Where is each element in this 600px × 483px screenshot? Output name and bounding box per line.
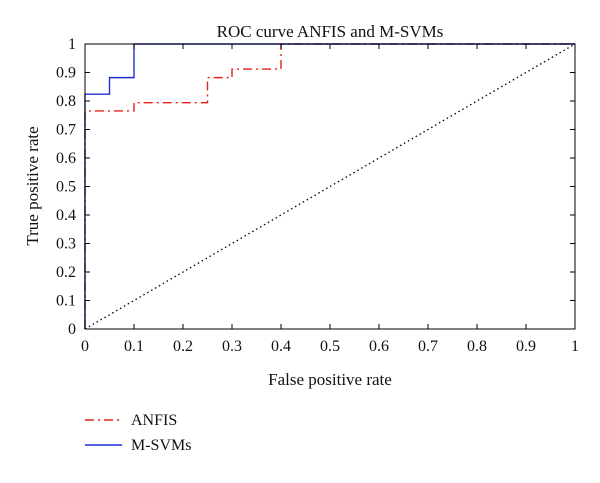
x-tick-label: 0.2 — [173, 338, 193, 355]
x-tick-label: 0.8 — [467, 338, 487, 355]
x-tick-label: 0.6 — [369, 338, 389, 355]
x-tick-label: 0 — [81, 338, 89, 355]
x-tick-label: 0.5 — [320, 338, 340, 355]
y-tick-label: 0.5 — [56, 179, 76, 196]
y-tick-label: 0 — [68, 321, 76, 338]
x-tick-label: 0.3 — [222, 338, 242, 355]
tick-layer: 0 0.1 0.2 0.3 0.4 0.5 0.6 0.7 0.8 0.9 1 0 0.1 0.2 0.3 0… — [56, 36, 579, 355]
chart-title: ROC curve ANFIS and M-SVMs — [217, 22, 444, 41]
x-tick-label: 1 — [571, 338, 579, 355]
y-tick-label: 0.3 — [56, 236, 76, 253]
y-tick-label: 0.1 — [56, 293, 76, 310]
y-tick-label: 0.7 — [56, 122, 76, 139]
x-axis-label: False positive rate — [268, 370, 392, 389]
series-layer — [84, 43, 576, 330]
x-tick-label: 0.1 — [124, 338, 144, 355]
x-tick-label: 0.7 — [418, 338, 438, 355]
series-line-reference-diagonal — [84, 43, 576, 330]
y-tick-label: 0.4 — [56, 207, 76, 224]
y-tick-label: 0.2 — [56, 264, 76, 281]
y-tick-label: 0.9 — [56, 65, 76, 82]
legend-label-m-svms: M-SVMs — [131, 437, 191, 454]
series-line-anfis — [84, 43, 575, 329]
x-tick-label: 0.4 — [271, 338, 291, 355]
x-tick-label: 0.9 — [516, 338, 536, 355]
legend: ANFIS M-SVMs — [85, 412, 191, 454]
y-tick-label: 0.8 — [56, 93, 76, 110]
legend-label-anfis: ANFIS — [131, 412, 177, 429]
y-axis-label: True positive rate — [23, 126, 42, 245]
y-tick-label: 0.6 — [56, 150, 76, 167]
y-tick-label: 1 — [68, 36, 76, 53]
